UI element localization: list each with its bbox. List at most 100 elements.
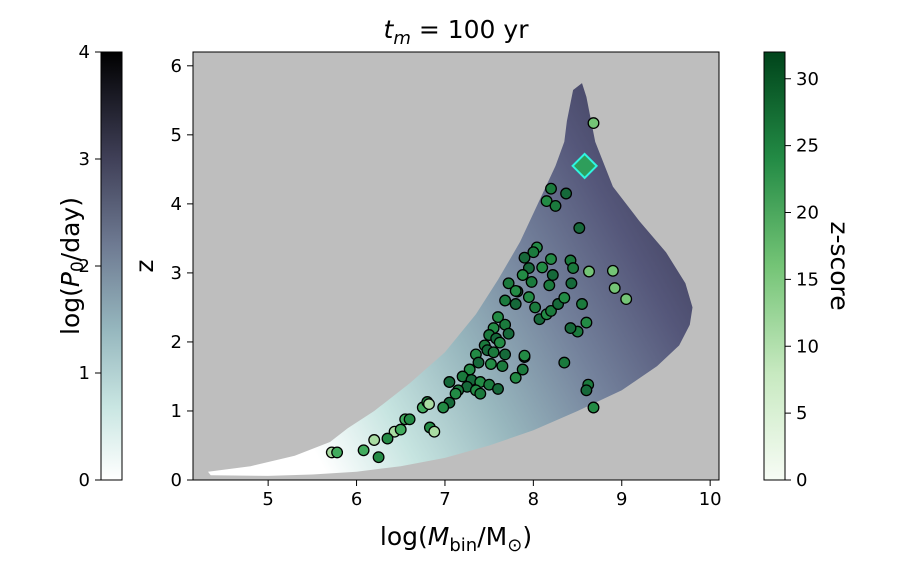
data-point xyxy=(546,269,559,281)
data-point xyxy=(543,279,556,292)
left-colorbar-gradient xyxy=(100,51,123,481)
data-point xyxy=(493,336,506,349)
data-point xyxy=(368,434,381,446)
right-colorbar: 0 5 10 15 20 25 30 z-score xyxy=(763,51,854,491)
x-tick-label: 8 xyxy=(528,489,539,510)
data-point xyxy=(403,413,416,426)
y-tick-label: 6 xyxy=(171,56,182,77)
data-point xyxy=(558,291,571,304)
data-point xyxy=(492,311,504,324)
data-point xyxy=(499,348,512,361)
right-colorbar-tick-label: 5 xyxy=(796,403,807,424)
data-point xyxy=(522,291,535,304)
x-tick-label: 10 xyxy=(699,489,722,510)
data-point xyxy=(545,182,557,195)
data-points xyxy=(325,117,633,464)
data-point xyxy=(516,269,529,281)
data-point xyxy=(540,195,553,208)
y-tick-label: 4 xyxy=(171,194,182,215)
data-point xyxy=(567,262,580,275)
data-point xyxy=(499,294,512,307)
plot-frame xyxy=(192,51,720,481)
data-point xyxy=(580,316,593,329)
data-point xyxy=(518,251,531,264)
parameter-region xyxy=(208,83,693,476)
left-colorbar-tick-label: 2 xyxy=(79,256,90,277)
right-colorbar-label: z-score xyxy=(825,221,854,310)
data-point xyxy=(428,425,441,438)
data-point xyxy=(518,349,531,362)
right-colorbar-tick-label: 25 xyxy=(796,136,819,157)
data-point xyxy=(560,187,573,200)
x-tick-label: 7 xyxy=(439,489,450,510)
x-axis-label: log(Mbin/M⊙) xyxy=(380,522,532,556)
data-point xyxy=(608,282,621,295)
data-point xyxy=(394,423,407,436)
data-point xyxy=(565,277,578,290)
y-axis-ticks: 0 1 2 3 4 5 6 xyxy=(171,56,193,491)
data-point xyxy=(509,298,522,310)
right-colorbar-tick-label: 10 xyxy=(796,336,819,357)
data-point xyxy=(423,398,435,411)
right-colorbar-tick-label: 30 xyxy=(796,69,819,90)
data-point xyxy=(558,356,571,369)
data-point xyxy=(580,384,593,397)
right-colorbar-tick-label: 20 xyxy=(796,203,819,224)
data-point xyxy=(443,376,456,388)
y-tick-label: 2 xyxy=(171,332,182,353)
chart-title: tm = 100 yr xyxy=(384,15,530,49)
data-point xyxy=(583,265,595,278)
data-point xyxy=(576,298,588,310)
data-point xyxy=(449,387,462,400)
data-point xyxy=(357,444,370,457)
y-tick-label: 0 xyxy=(171,470,182,491)
y-axis-label: z xyxy=(130,259,159,272)
x-axis-ticks: 5 6 7 8 9 10 xyxy=(262,480,722,510)
data-point xyxy=(536,261,549,274)
data-point xyxy=(525,275,538,288)
data-point xyxy=(527,246,540,259)
data-point xyxy=(587,401,600,414)
data-point xyxy=(587,117,600,130)
data-point xyxy=(545,304,557,317)
left-colorbar-tick-label: 1 xyxy=(79,363,90,384)
right-colorbar-tick-label: 15 xyxy=(796,269,819,290)
right-colorbar-tick-label: 0 xyxy=(796,470,807,491)
data-point xyxy=(620,293,633,306)
data-point xyxy=(564,322,577,335)
data-point xyxy=(496,360,509,373)
data-point xyxy=(502,327,515,340)
x-tick-label: 6 xyxy=(351,489,362,510)
data-point xyxy=(372,451,385,464)
y-tick-label: 1 xyxy=(171,401,182,422)
data-point xyxy=(509,284,522,297)
left-colorbar-tick-label: 0 xyxy=(79,470,90,491)
data-point xyxy=(487,346,500,359)
y-tick-label: 3 xyxy=(171,263,182,284)
data-point xyxy=(545,253,557,266)
left-colorbar: 0 1 2 3 4 log(P0/day) xyxy=(56,42,123,491)
data-point xyxy=(529,301,542,314)
data-point xyxy=(472,356,485,369)
data-point xyxy=(502,277,515,290)
left-colorbar-label: log(P0/day) xyxy=(56,197,88,335)
data-point xyxy=(331,446,344,459)
right-colorbar-ticks: 0 5 10 15 20 25 30 xyxy=(785,69,819,491)
highlight-diamond-marker xyxy=(571,152,599,180)
data-point xyxy=(516,363,529,376)
left-colorbar-ticks: 0 1 2 3 4 xyxy=(79,42,101,491)
left-colorbar-tick-label: 3 xyxy=(79,149,90,170)
x-tick-label: 9 xyxy=(616,489,627,510)
data-point xyxy=(492,382,504,395)
left-colorbar-tick-label: 4 xyxy=(79,42,90,63)
data-point xyxy=(573,222,586,234)
data-point xyxy=(509,371,522,384)
plot-area: 5 6 7 8 9 10 0 1 2 3 4 5 6 log(Mbin/M⊙) z xyxy=(130,51,722,556)
right-colorbar-gradient xyxy=(763,51,786,481)
data-point xyxy=(606,264,619,277)
data-point xyxy=(381,432,394,445)
y-tick-label: 5 xyxy=(171,125,182,146)
data-point xyxy=(549,199,562,212)
data-point xyxy=(437,401,450,414)
